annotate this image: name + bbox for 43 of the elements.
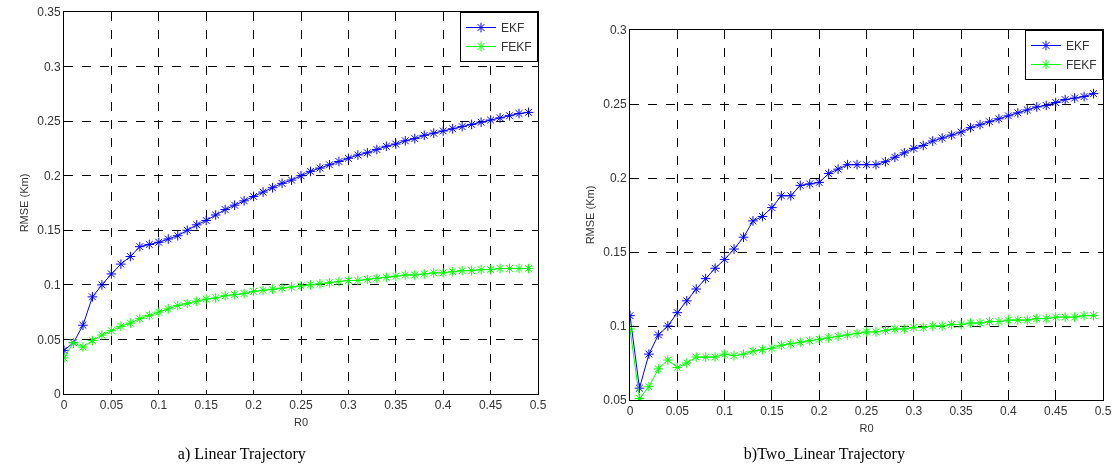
x-tick-label: 0.35 — [384, 398, 408, 413]
legend-label: EKF — [1066, 39, 1090, 54]
text: a) Linear Trajectory — [177, 445, 306, 464]
legend-label: FEKF — [501, 40, 532, 55]
y-tick-label: 0.15 — [603, 245, 627, 260]
x-tick-label: 0.4 — [1000, 404, 1018, 419]
legend-label: FEKF — [1066, 58, 1097, 73]
y-tick-label: 0 — [53, 387, 61, 402]
x-tick-label: 0.35 — [949, 404, 974, 419]
x-tick-label: 0.5 — [1094, 404, 1112, 419]
x-tick-label: 0.05 — [665, 404, 690, 419]
x-tick-label: 0.2 — [810, 404, 828, 419]
y-axis-title: RMSE (Km) — [17, 173, 30, 233]
y-tick-label: 0.25 — [37, 114, 61, 129]
y-tick-label: 0.35 — [37, 5, 61, 20]
y-tick-label: 0.3 — [43, 59, 61, 74]
x-tick-label: 0.1 — [716, 404, 734, 419]
x-tick-label: 0.3 — [340, 398, 358, 413]
x-tick-label: 0.05 — [99, 398, 124, 413]
x-tick-label: 0.5 — [529, 398, 547, 413]
y-tick-label: 0.2 — [43, 168, 61, 183]
x-tick-label: 0.15 — [194, 398, 219, 413]
x-tick-label: 0.45 — [478, 398, 503, 413]
x-axis-title: R0 — [859, 421, 874, 434]
x-tick-label: 0.45 — [1044, 404, 1068, 419]
legend-label: EKF — [501, 21, 525, 36]
x-tick-label: 0.25 — [854, 404, 879, 419]
y-tick-label: 0.25 — [603, 97, 627, 112]
y-tick-label: 0.2 — [609, 171, 627, 186]
x-tick-label: 0.4 — [434, 398, 452, 413]
y-tick-label: 0.3 — [609, 23, 627, 38]
y-tick-label: 0.1 — [609, 319, 627, 334]
x-axis-title: R0 — [293, 415, 309, 428]
y-tick-label: 0.05 — [37, 332, 61, 347]
x-tick-label: 0.25 — [289, 398, 313, 413]
text: b)Two_Linear Trajectory — [743, 445, 905, 464]
x-tick-label: 0.1 — [150, 398, 168, 413]
x-tick-label: 0.3 — [905, 404, 923, 419]
x-tick-label: 0.15 — [760, 404, 784, 419]
x-tick-label: 0.2 — [245, 398, 263, 413]
y-tick-label: 0.15 — [37, 223, 61, 238]
y-tick-label: 0.1 — [43, 278, 61, 293]
y-axis-title: RMSE (Km) — [583, 185, 596, 245]
